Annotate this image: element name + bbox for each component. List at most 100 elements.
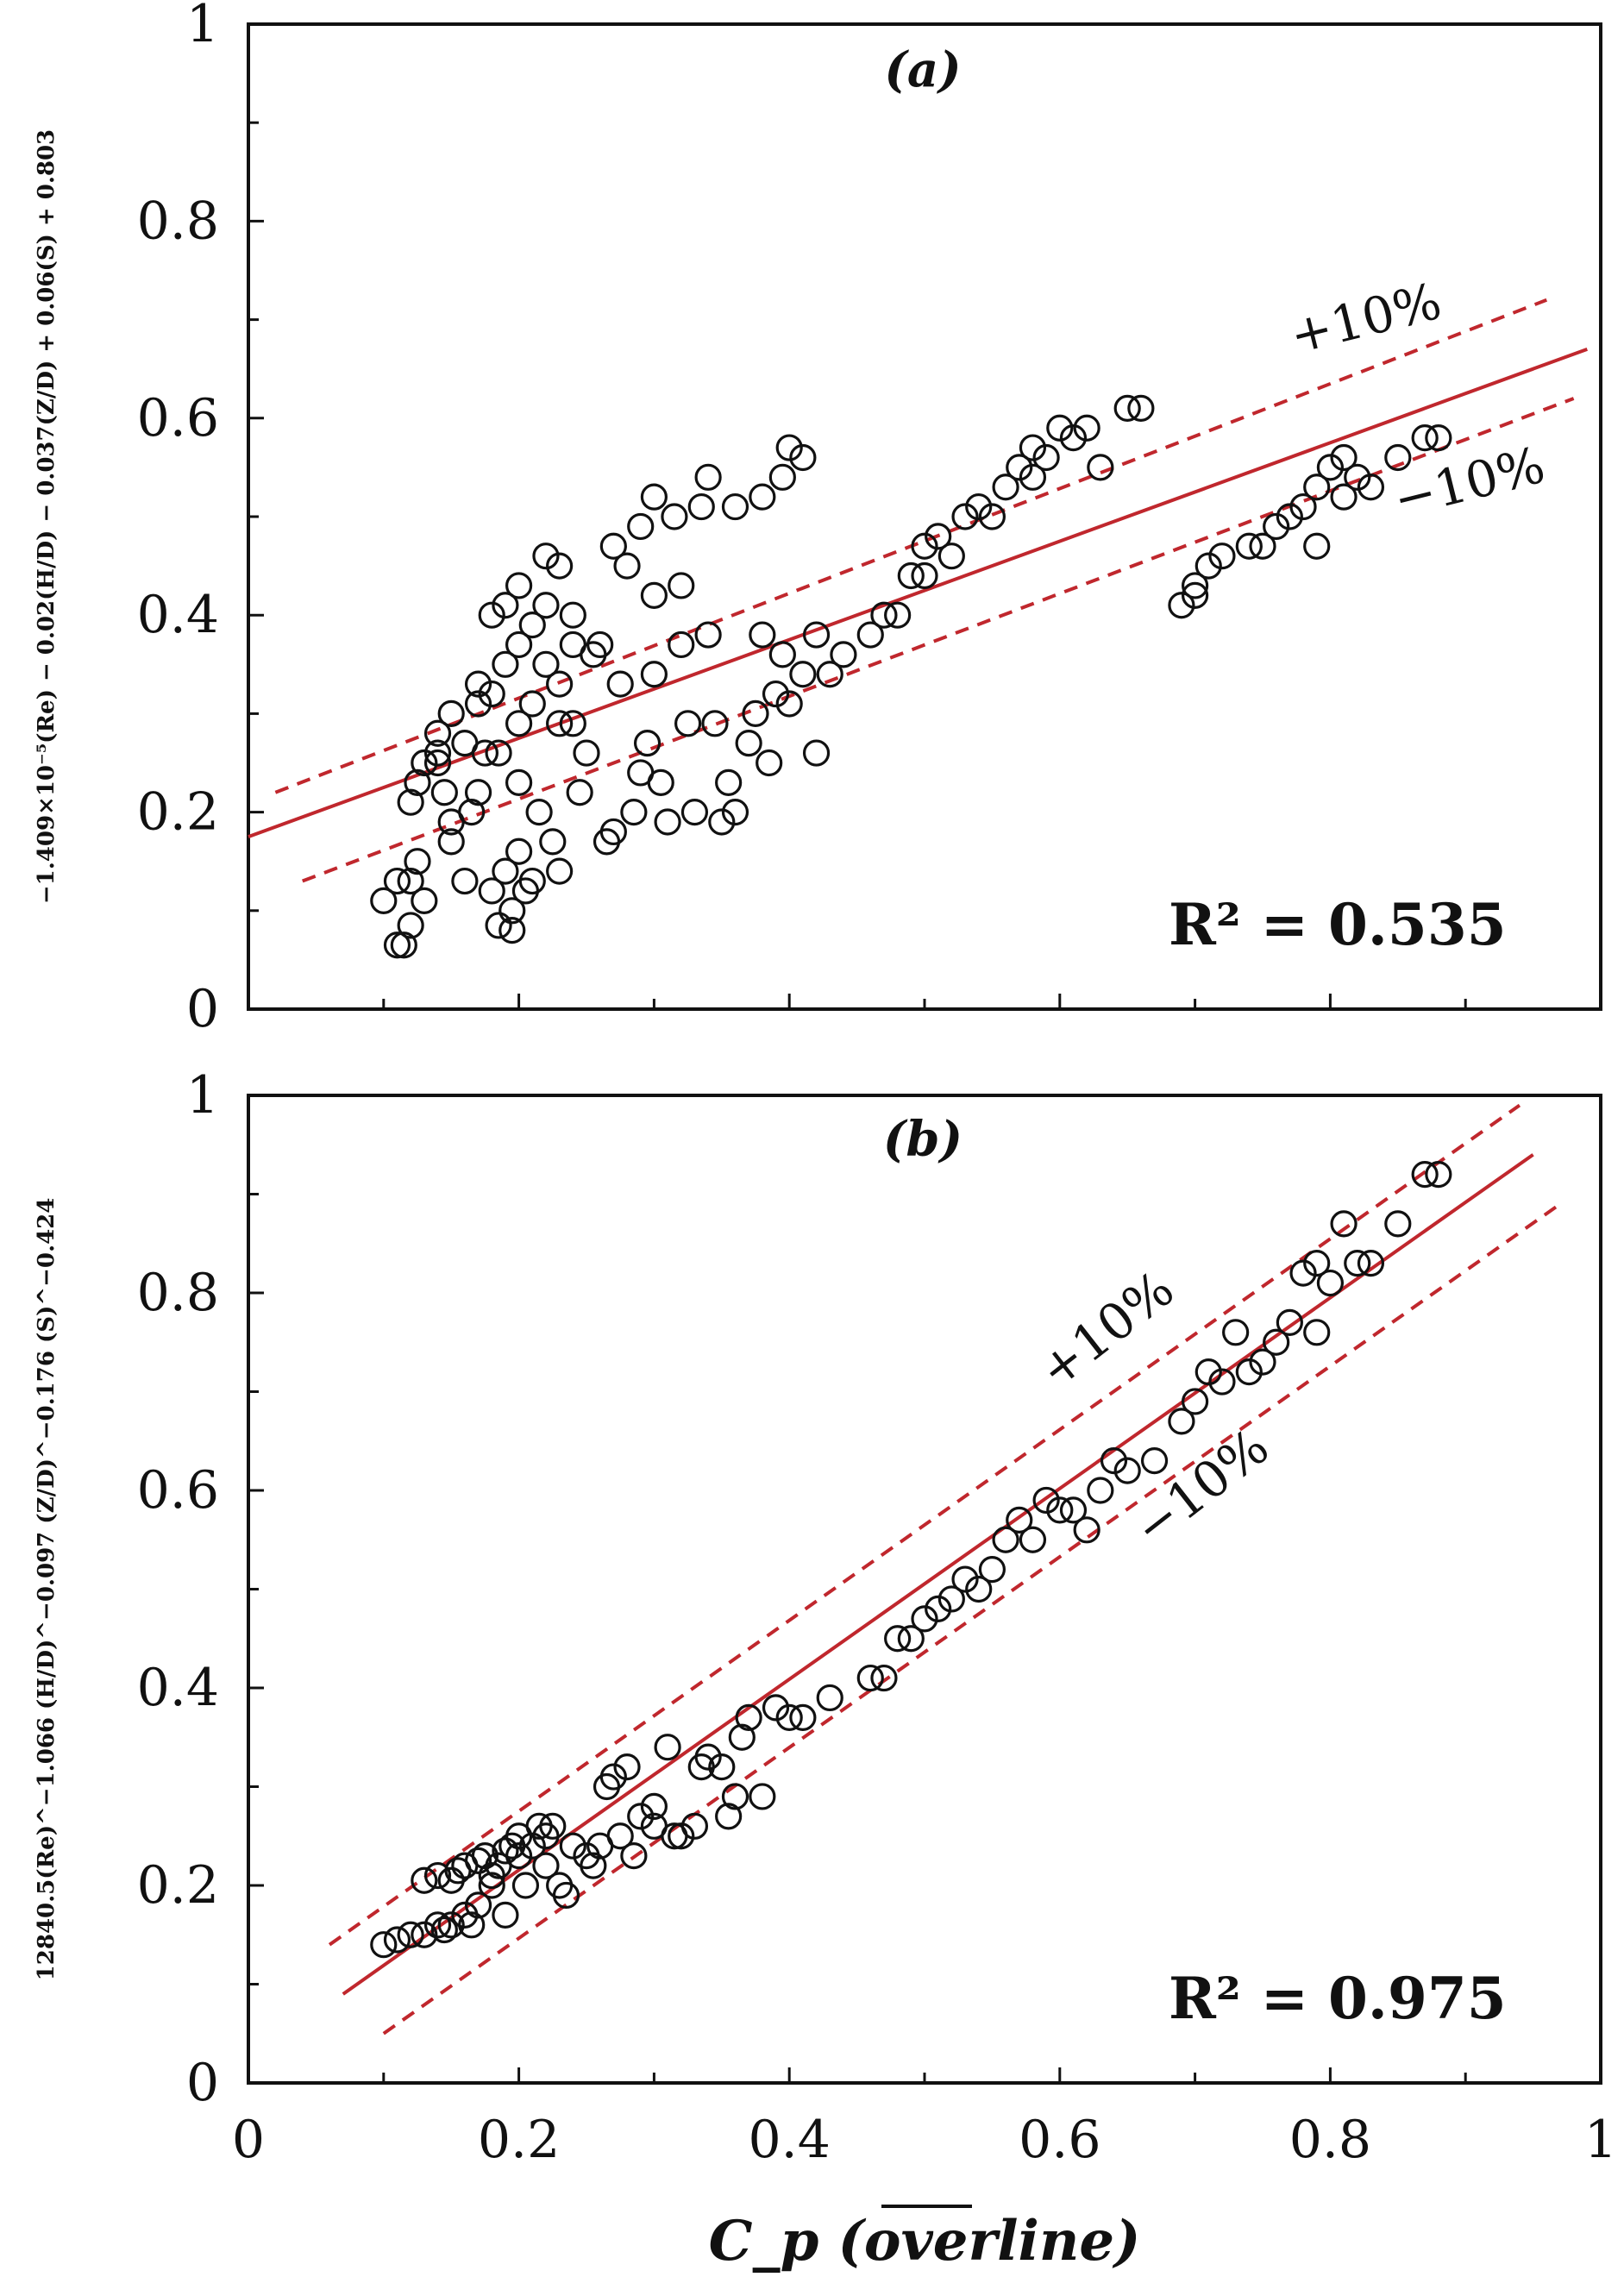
- data-point: [552, 1881, 580, 1910]
- data-point: [925, 1595, 952, 1623]
- data-point: [1330, 483, 1358, 511]
- data-point: [911, 1605, 938, 1633]
- data-point: [505, 572, 533, 599]
- data-point: [580, 1852, 607, 1879]
- data-point: [518, 690, 546, 718]
- x-tick-label: 0.8: [1289, 2110, 1371, 2170]
- data-point: [992, 474, 1019, 501]
- data-point: [708, 1753, 736, 1781]
- data-point: [1087, 454, 1114, 481]
- data-point: [1303, 532, 1331, 560]
- data-point: [694, 463, 722, 491]
- data-point: [640, 581, 668, 609]
- data-point: [1181, 572, 1209, 599]
- data-point: [640, 661, 668, 688]
- y-tick-label: 0.2: [137, 782, 219, 843]
- data-point: [1032, 443, 1060, 472]
- data-point: [870, 601, 898, 629]
- plot-frame: [247, 1094, 1602, 2085]
- x-label-text: C_p (overline): [709, 2209, 1141, 2274]
- data-point: [411, 887, 438, 914]
- r-squared-label: R² = 0.535: [1169, 891, 1507, 958]
- data-point: [749, 483, 776, 511]
- data-point: [437, 699, 465, 728]
- data-point: [458, 798, 486, 826]
- data-point: [586, 630, 614, 659]
- data-point: [397, 1921, 424, 1948]
- data-point: [404, 848, 431, 875]
- data-point: [978, 503, 1006, 530]
- data-point: [1194, 1358, 1222, 1386]
- data-point: [802, 739, 831, 767]
- y-tick-label: 0.4: [137, 585, 219, 645]
- data-point: [1330, 1210, 1358, 1238]
- y-tick-label: 0: [186, 2053, 219, 2113]
- data-point: [687, 492, 715, 521]
- data-point: [1046, 1496, 1074, 1524]
- x-tick-label: 1: [1584, 2110, 1617, 2170]
- data-point: [397, 867, 424, 895]
- data-point: [789, 661, 817, 688]
- data-point: [478, 601, 505, 629]
- x-tick-label: 0.6: [1019, 2110, 1100, 2170]
- data-point: [647, 768, 674, 796]
- data-point: [404, 768, 431, 796]
- data-point: [1059, 424, 1088, 452]
- data-point: [485, 739, 512, 767]
- x-tick-label: 0.2: [478, 2110, 560, 2170]
- data-point: [423, 749, 452, 777]
- data-point: [1208, 543, 1236, 570]
- data-point: [423, 1861, 452, 1890]
- data-point: [911, 561, 938, 590]
- lower-band-line: [302, 397, 1575, 883]
- data-point: [768, 641, 796, 668]
- data-point: [599, 532, 627, 560]
- data-point: [654, 808, 681, 836]
- data-point: [492, 1837, 519, 1865]
- data-point: [1127, 394, 1155, 422]
- upper-band-line: [328, 1103, 1521, 1947]
- data-point: [620, 1842, 648, 1870]
- data-point: [633, 730, 662, 757]
- data-point: [680, 1812, 709, 1840]
- data-point: [870, 1664, 898, 1692]
- data-point: [518, 1832, 546, 1860]
- data-point: [478, 680, 505, 708]
- data-point: [464, 1891, 492, 1919]
- data-point: [423, 1911, 452, 1939]
- data-point: [816, 1684, 843, 1712]
- data-point: [1263, 512, 1290, 541]
- data-point: [383, 867, 411, 895]
- data-point: [613, 1753, 641, 1781]
- data-point: [965, 492, 993, 521]
- data-point: [978, 1555, 1006, 1584]
- y-axis-label: 12840.5(Re)^−1.066 (H/D)^−0.097 (Z/D)^−0…: [34, 1198, 60, 1981]
- data-point: [492, 857, 519, 885]
- data-point: [423, 739, 452, 767]
- data-point: [802, 621, 831, 649]
- panel-title: (b): [883, 1111, 962, 1168]
- data-point: [775, 434, 803, 461]
- data-point: [1046, 414, 1074, 442]
- data-point: [1032, 1486, 1060, 1515]
- data-point: [1303, 1250, 1331, 1277]
- data-point: [1303, 474, 1331, 501]
- data-point: [1100, 1447, 1128, 1475]
- data-point: [411, 1921, 438, 1948]
- data-point: [511, 1872, 540, 1899]
- data-point: [397, 788, 424, 816]
- data-point: [1181, 1388, 1209, 1415]
- data-point: [735, 1703, 762, 1731]
- data-point: [492, 1901, 519, 1929]
- data-point: [437, 1911, 465, 1939]
- data-point: [1357, 1250, 1385, 1277]
- data-point: [411, 749, 438, 777]
- data-point: [1411, 424, 1439, 452]
- upper-band-line: [274, 298, 1548, 794]
- data-point: [471, 739, 499, 767]
- data-point: [1181, 581, 1209, 609]
- data-point: [1073, 414, 1100, 442]
- data-point: [721, 492, 749, 521]
- data-point: [856, 1664, 884, 1692]
- data-point: [668, 1822, 695, 1850]
